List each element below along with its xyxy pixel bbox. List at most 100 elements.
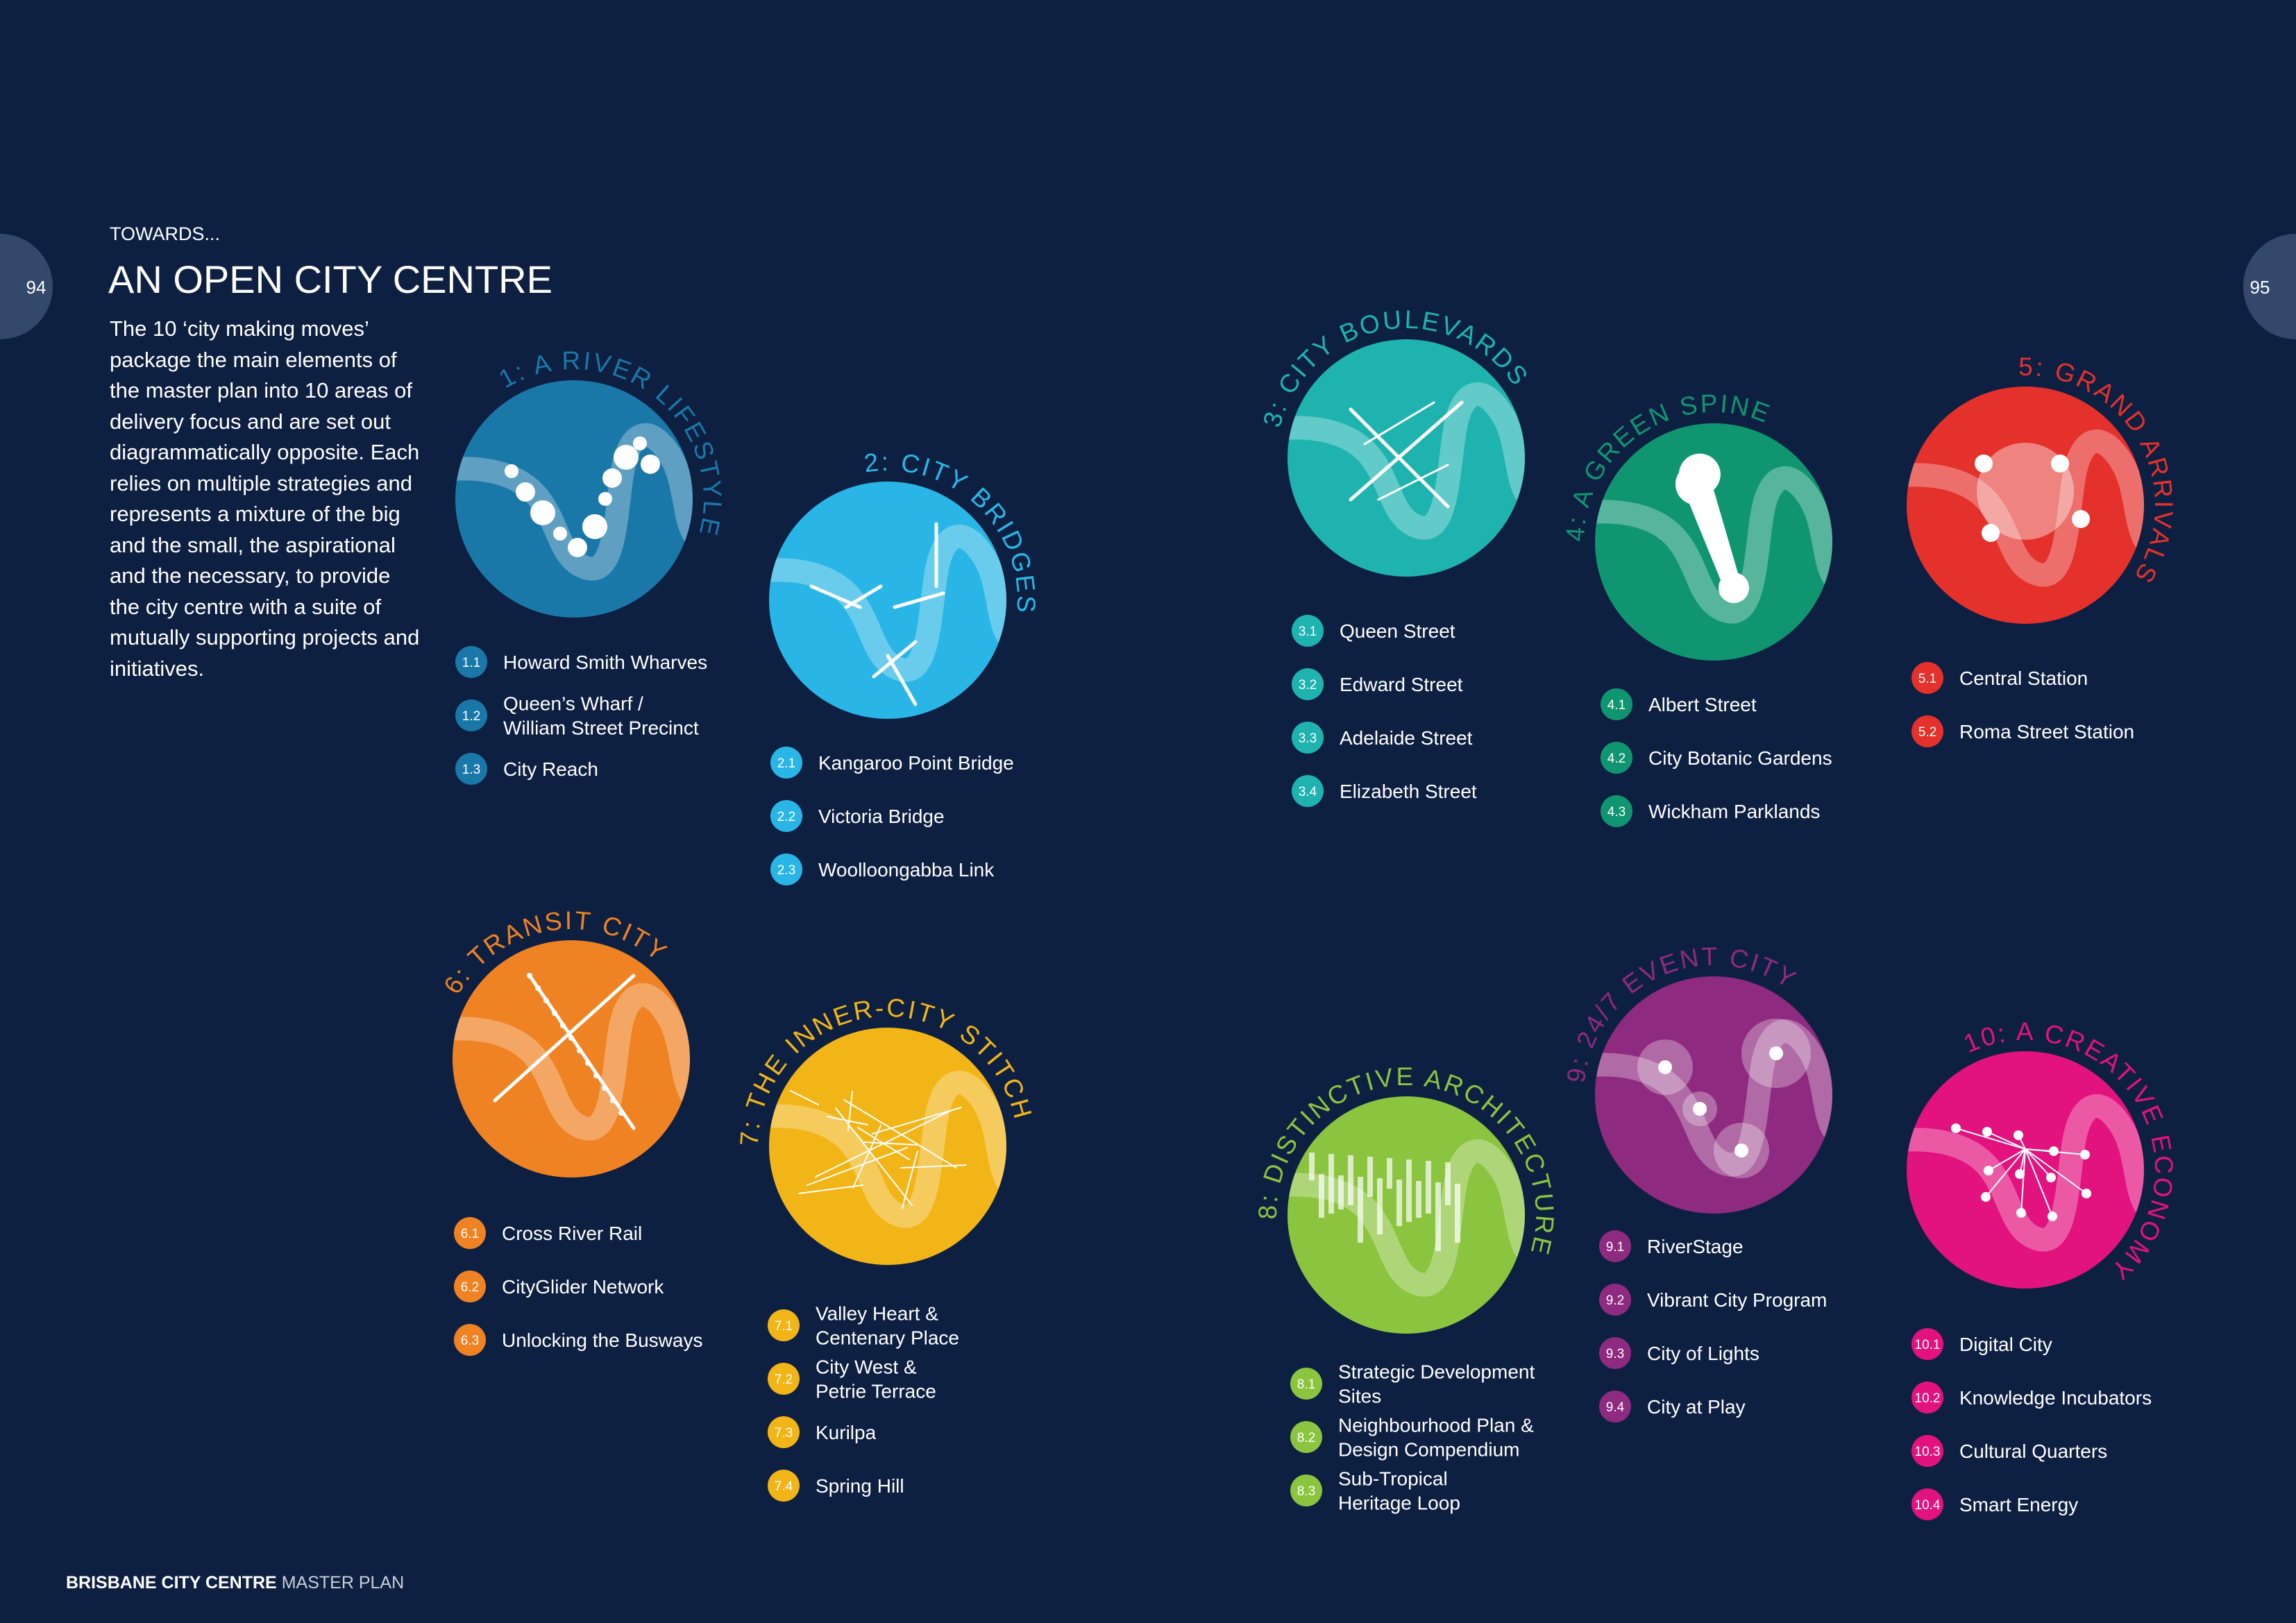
- icon: [1328, 1154, 1334, 1214]
- item-number: 4.1: [1607, 698, 1626, 713]
- move-2: 2: CITY BRIDGES: [769, 448, 1038, 719]
- river: [769, 1071, 1006, 1228]
- icon: [568, 538, 587, 557]
- item-badge: [1911, 1488, 1943, 1520]
- icon: [1975, 454, 1993, 473]
- item-label: Howard Smith Wharves: [503, 652, 707, 673]
- item-label: Smart Energy: [1959, 1494, 2078, 1515]
- icon: [602, 468, 622, 488]
- item-number: 3.4: [1299, 785, 1317, 799]
- icon: [2072, 510, 2090, 528]
- icon: [844, 584, 883, 609]
- item-badge: [455, 646, 487, 678]
- icon: [893, 591, 945, 609]
- footer-brand: BRISBANE CITY CENTRE: [66, 1573, 277, 1592]
- item-number: 1.1: [462, 656, 480, 670]
- icon: [1426, 1161, 1431, 1214]
- icon: [1734, 1144, 1748, 1157]
- item-badge: [1290, 1421, 1322, 1453]
- icon: [1955, 1128, 2026, 1150]
- item-label: Sites: [1338, 1386, 1381, 1407]
- move-graphic: [769, 522, 1006, 706]
- item-label: Queen’s Wharf /: [503, 693, 643, 715]
- icon: [2080, 1150, 2090, 1159]
- item-label: Albert Street: [1648, 694, 1757, 715]
- icon: [582, 514, 607, 539]
- footer-subtitle: MASTER PLAN: [282, 1573, 404, 1592]
- icon: [1338, 1175, 1344, 1209]
- item-label: Kangaroo Point Bridge: [818, 752, 1014, 774]
- icon: [535, 985, 541, 991]
- icon: [847, 1091, 853, 1131]
- item-label: Unlocking the Busways: [502, 1329, 702, 1351]
- icon: [872, 640, 918, 679]
- icon: [2025, 1148, 2052, 1178]
- move-4: 4: A GREEN SPINE: [1561, 389, 1832, 661]
- icon: [1985, 1148, 2026, 1198]
- item-number: 1.3: [462, 763, 480, 777]
- item-number: 7.3: [775, 1426, 793, 1441]
- item-number: 9.3: [1606, 1347, 1624, 1361]
- icon: [552, 1010, 557, 1016]
- item-label: RiverStage: [1647, 1236, 1744, 1257]
- item-label: Edward Street: [1340, 674, 1463, 695]
- item-label: Central Station: [1959, 668, 2088, 689]
- item-badge: [768, 1416, 800, 1448]
- item-badge: [1911, 1328, 1943, 1360]
- icon: [1367, 1157, 1373, 1197]
- icon: [1358, 1177, 1363, 1243]
- item-label: Cross River Rail: [502, 1223, 642, 1244]
- item-badge: [1290, 1475, 1322, 1506]
- item-number: 3.3: [1299, 731, 1317, 746]
- icon: [505, 464, 518, 478]
- item-label: Vibrant City Program: [1647, 1289, 1827, 1311]
- icon: [1363, 401, 1435, 445]
- item-number: 6.2: [461, 1280, 479, 1295]
- item-label: Kurilpa: [816, 1422, 877, 1443]
- move-1: 1: A RIVER LIFESTYLE: [455, 346, 725, 618]
- item-badge: [455, 753, 487, 785]
- kicker: TOWARDS...: [110, 223, 220, 244]
- icon: [602, 1085, 607, 1091]
- icon: [1769, 1046, 1783, 1060]
- item-number: 8.3: [1297, 1484, 1315, 1499]
- item-badge: [1601, 795, 1632, 827]
- item-badge: [1292, 668, 1324, 700]
- move-circle: [1907, 386, 2144, 624]
- item-label: City Botanic Gardens: [1648, 747, 1832, 769]
- icon: [568, 1035, 574, 1041]
- icon: [1348, 1155, 1353, 1205]
- item-label: Adelaide Street: [1340, 727, 1473, 749]
- item-label: Valley Heart &: [816, 1303, 938, 1325]
- icon: [1377, 1178, 1383, 1234]
- icon: [598, 492, 612, 506]
- item-number: 7.4: [775, 1479, 793, 1494]
- icon: [872, 1107, 962, 1135]
- item-label: Petrie Terrace: [816, 1381, 936, 1402]
- icon: [560, 1023, 566, 1028]
- icon: [1675, 453, 1749, 604]
- item-number: 7.1: [775, 1319, 793, 1334]
- river: [1288, 382, 1525, 540]
- river: [1595, 466, 1832, 624]
- item-number: 10.2: [1915, 1391, 1941, 1406]
- icon: [610, 1098, 616, 1103]
- move-circle: [455, 380, 693, 618]
- move-circle: [1288, 339, 1525, 577]
- item-number: 5.1: [1918, 672, 1936, 686]
- item-number: 10.1: [1915, 1338, 1941, 1352]
- item-number: 9.4: [1606, 1400, 1625, 1415]
- move-circle: [1595, 976, 1832, 1214]
- icon: [1658, 1060, 1672, 1074]
- page-number: 95: [2250, 277, 2270, 298]
- item-label: Neighbourhood Plan &: [1338, 1415, 1534, 1436]
- item-badge: [1599, 1230, 1631, 1262]
- item-badge: [770, 853, 802, 885]
- item-label: Sub-Tropical: [1338, 1468, 1448, 1490]
- item-badge: [1911, 715, 1943, 747]
- item-label: City of Lights: [1647, 1343, 1759, 1364]
- icon: [553, 527, 567, 541]
- item-badge: [1911, 1382, 1943, 1413]
- icon: [1986, 1131, 2026, 1150]
- item-number: 2.2: [777, 810, 795, 824]
